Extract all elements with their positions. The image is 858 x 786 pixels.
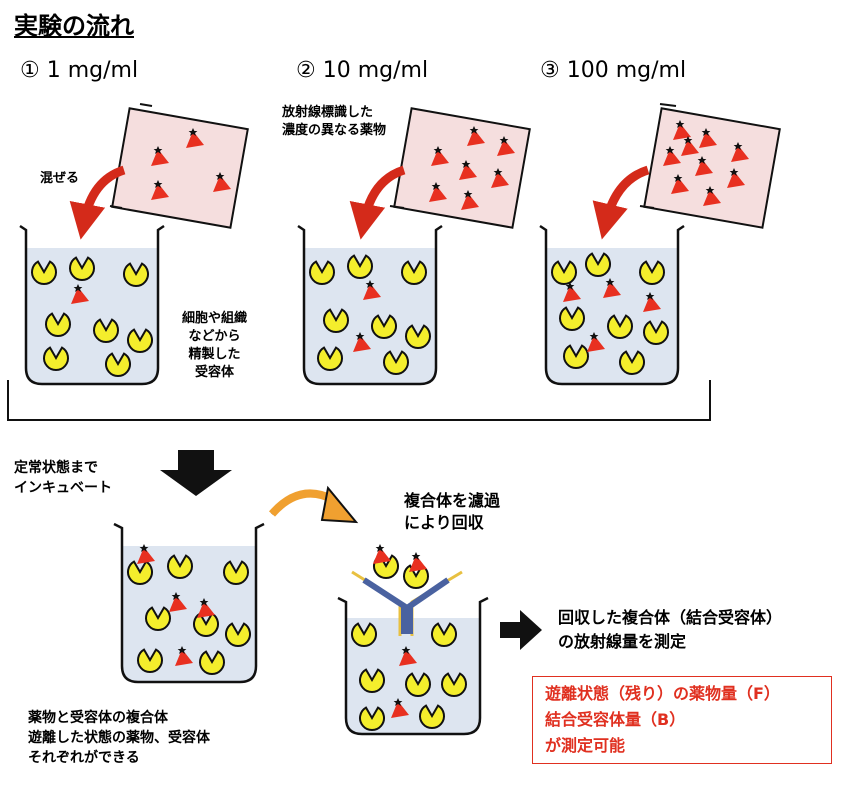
result-line-bound: 結合受容体量（B）	[545, 710, 686, 729]
radiolabeled-drug-label: 放射線標識した 濃度の異なる薬物	[282, 105, 387, 138]
receptor-source-label: 細胞や組織 などから 精製した 受容体	[182, 311, 248, 380]
mix-label: 混ぜる	[40, 171, 80, 186]
condition-2: ② 10 mg/ml	[296, 58, 429, 83]
beaker-1	[19, 224, 165, 386]
condition-1: ① 1 mg/ml	[20, 58, 139, 83]
pour-arrow-3	[592, 165, 650, 240]
result-box: 遊離状態（残り）の薬物量（F） 結合受容体量（B） が測定可能	[532, 676, 832, 764]
result-line-free: 遊離状態（残り）の薬物量（F）	[545, 684, 780, 703]
pour-arrow-2	[349, 165, 406, 240]
beaker-3	[539, 224, 685, 386]
beaker-incubation	[113, 522, 265, 684]
result-line-measurable: が測定可能	[545, 736, 626, 755]
condition-3: ③ 100 mg/ml	[540, 58, 687, 83]
incubate-arrow	[160, 450, 232, 496]
incubate-label: 定常状態まで インキュベート	[14, 460, 112, 496]
measure-label: 回収した複合体（結合受容体） の放射線量を測定	[558, 608, 783, 651]
drug-container-1	[111, 107, 249, 229]
pour-arrow-1	[69, 165, 126, 240]
complex-label: 薬物と受容体の複合体 遊離した状態の薬物、受容体 それぞれができる	[28, 710, 210, 766]
page-title: 実験の流れ	[14, 12, 134, 40]
drug-container-3	[643, 107, 781, 229]
drug-mark	[373, 544, 391, 564]
filter-label: 複合体を濾過 により回収	[404, 491, 501, 532]
filter-funnel	[351, 570, 463, 636]
drug-container-2	[393, 107, 531, 229]
group-bracket	[7, 380, 711, 421]
measure-arrow	[500, 610, 542, 650]
drug-mark	[409, 552, 427, 572]
